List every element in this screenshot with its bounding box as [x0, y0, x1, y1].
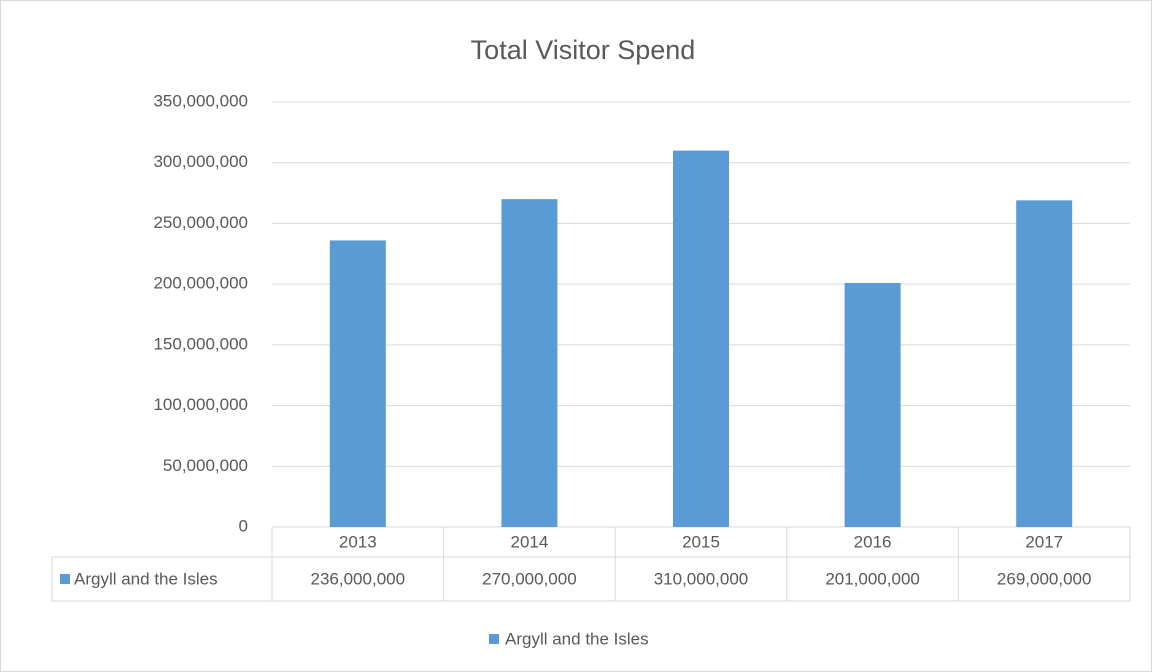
table-legend-key	[60, 574, 70, 584]
table-value: 270,000,000	[482, 569, 577, 588]
bar	[673, 150, 729, 528]
x-tick-label: 2015	[682, 532, 720, 551]
bar	[844, 282, 901, 527]
table-value: 236,000,000	[311, 569, 406, 588]
y-tick-label: 100,000,000	[153, 395, 248, 414]
y-tick-label: 200,000,000	[153, 274, 248, 293]
table-value: 269,000,000	[997, 569, 1092, 588]
chart-title: Total Visitor Spend	[471, 35, 696, 65]
y-tick-label: 250,000,000	[153, 213, 248, 232]
bar	[1016, 200, 1073, 527]
x-tick-label: 2016	[854, 532, 892, 551]
table-value: 201,000,000	[825, 569, 920, 588]
bar	[501, 199, 558, 527]
legend-label: Argyll and the Isles	[505, 629, 649, 648]
y-tick-label: 150,000,000	[153, 334, 248, 353]
table-series-name: Argyll and the Isles	[74, 569, 218, 588]
x-tick-label: 2014	[510, 532, 548, 551]
y-tick-label: 300,000,000	[153, 152, 248, 171]
bar	[329, 240, 386, 527]
y-tick-label: 350,000,000	[153, 91, 248, 110]
x-tick-label: 2013	[339, 532, 377, 551]
y-tick-label: 0	[239, 516, 248, 535]
x-tick-label: 2017	[1025, 532, 1063, 551]
table-value: 310,000,000	[654, 569, 749, 588]
legend-key	[489, 634, 499, 644]
y-tick-label: 50,000,000	[163, 456, 248, 475]
